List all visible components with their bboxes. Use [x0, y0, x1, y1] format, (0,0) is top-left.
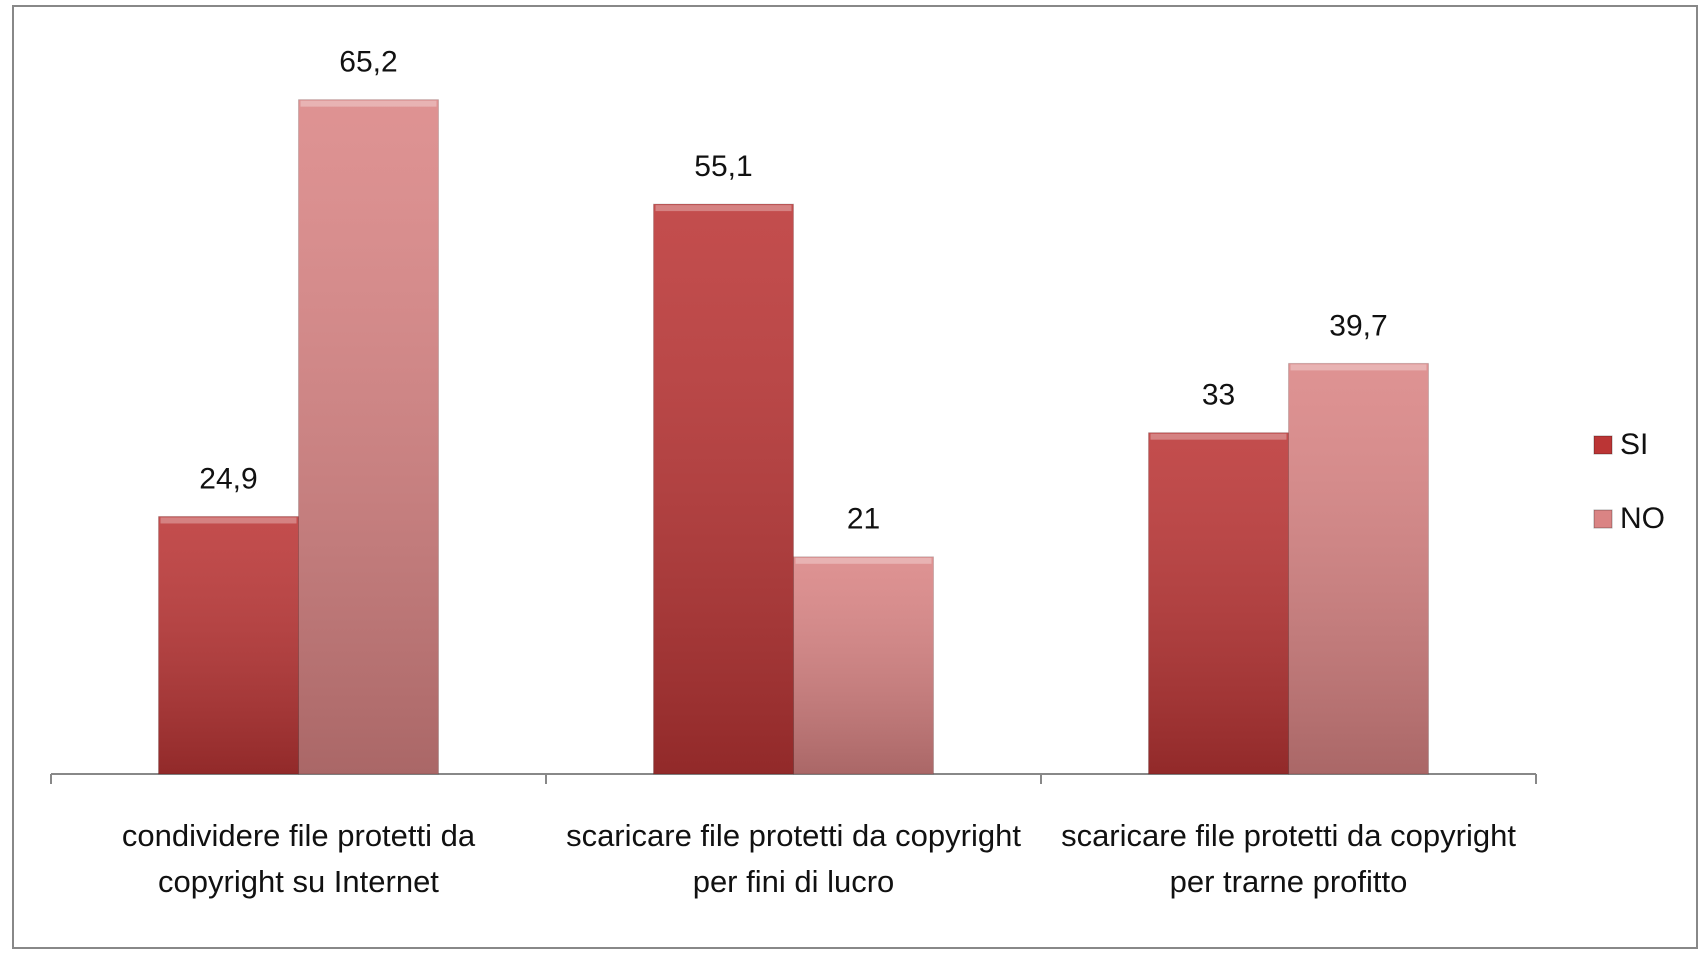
legend-swatch [1593, 509, 1613, 529]
value-label: 21 [847, 503, 880, 536]
bar-bevel [795, 557, 932, 564]
bar [653, 203, 794, 775]
x-tick-label: condividere file protetti da copyright su… [122, 818, 476, 899]
bar [158, 515, 299, 775]
legend-label: NO [1620, 502, 1665, 535]
legend-label: SI [1620, 428, 1648, 461]
bar [793, 556, 934, 775]
bar-bevel [160, 517, 297, 524]
bar-bevel [1290, 364, 1427, 371]
bar-bevel [1150, 433, 1287, 440]
x-tick-label: scaricare file protetti da copyright per … [566, 818, 1021, 899]
value-label: 33 [1202, 379, 1235, 412]
value-label: 65,2 [339, 46, 397, 79]
chart-frame [12, 5, 1698, 949]
bar-bevel [300, 100, 437, 107]
bar [1148, 432, 1289, 775]
x-tick-label: scaricare file protetti da copyright per … [1061, 818, 1516, 899]
value-label: 39,7 [1329, 309, 1387, 342]
bar [298, 99, 439, 775]
legend-swatch [1593, 435, 1613, 455]
bar-bevel [655, 205, 792, 212]
bar [1288, 362, 1429, 775]
value-label: 24,9 [199, 462, 257, 495]
value-label: 55,1 [694, 150, 752, 183]
